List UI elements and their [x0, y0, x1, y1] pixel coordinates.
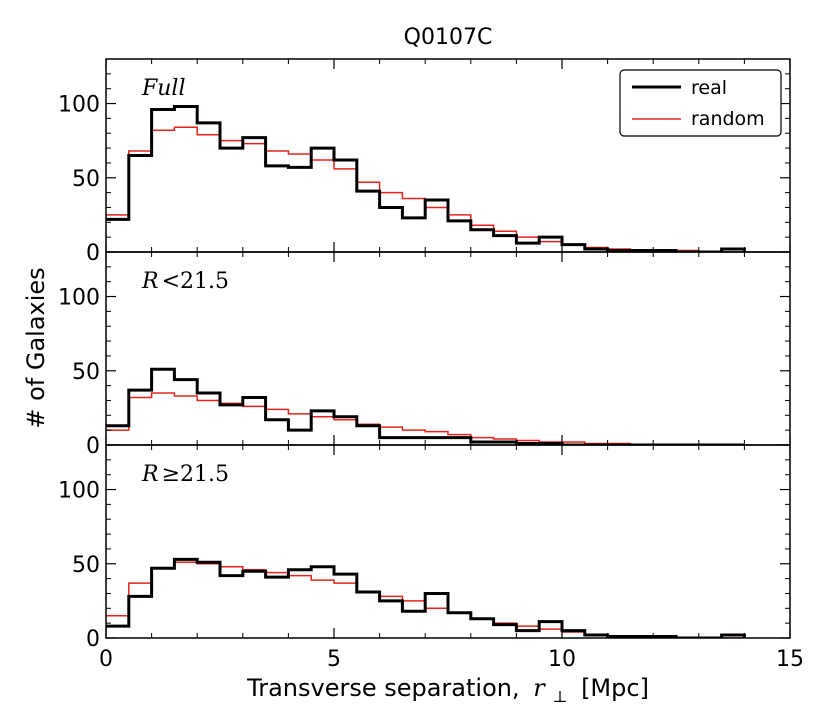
panel-frame — [105, 444, 791, 639]
y-tick-label: 0 — [86, 434, 100, 459]
series-real-panel-1 — [106, 367, 745, 445]
series-random-panel-0 — [106, 126, 745, 252]
y-tick-label: 50 — [72, 360, 100, 385]
legend: real random — [619, 69, 782, 137]
panel-2: 0 50 100 R ≥21.5 — [58, 444, 791, 652]
x-axis-label-unit: [Mpc] — [581, 674, 649, 702]
y-tick-label: 50 — [72, 553, 100, 578]
panel-label-symbol: R — [141, 269, 159, 294]
y-tick-label: 0 — [86, 241, 100, 266]
y-tick-label: 100 — [58, 93, 100, 118]
panel-label-0: Full — [141, 76, 186, 101]
x-tick-labels: 0 5 10 15 — [99, 647, 804, 672]
panel-label-value: ≥21.5 — [162, 462, 229, 487]
chart-title: Q0107C — [404, 25, 493, 50]
panel-label-value: <21.5 — [162, 269, 229, 294]
y-tick-label: 50 — [72, 167, 100, 192]
series-real-panel-2 — [106, 557, 746, 638]
panel-label-symbol: R — [141, 462, 159, 487]
x-tick-label: 5 — [327, 647, 341, 672]
y-tick-label: 100 — [58, 286, 100, 311]
x-tick-label: 10 — [548, 647, 576, 672]
x-tick-label: 15 — [776, 647, 804, 672]
y-tick-label: 100 — [58, 479, 100, 504]
x-axis-label: Transverse separation, r ⊥ [Mpc] — [246, 674, 649, 708]
x-axis-label-symbol: r — [533, 674, 546, 702]
x-tick-label: 0 — [99, 647, 113, 672]
legend-random-label: random — [691, 108, 765, 130]
x-axis-label-text: Transverse separation, — [246, 674, 520, 702]
x-axis-label-subscript: ⊥ — [552, 687, 567, 706]
y-axis-label: # of Galaxies — [22, 267, 50, 428]
y-tick-label: 0 — [86, 627, 100, 652]
series-random-panel-1 — [106, 392, 745, 445]
panel-label-2: R ≥21.5 — [141, 462, 229, 487]
legend-real-label: real — [691, 77, 727, 99]
series-real-panel-0 — [106, 105, 746, 252]
panel-label-1: R <21.5 — [141, 269, 229, 294]
panel-1: 0 50 100 R <21.5 — [58, 251, 791, 459]
